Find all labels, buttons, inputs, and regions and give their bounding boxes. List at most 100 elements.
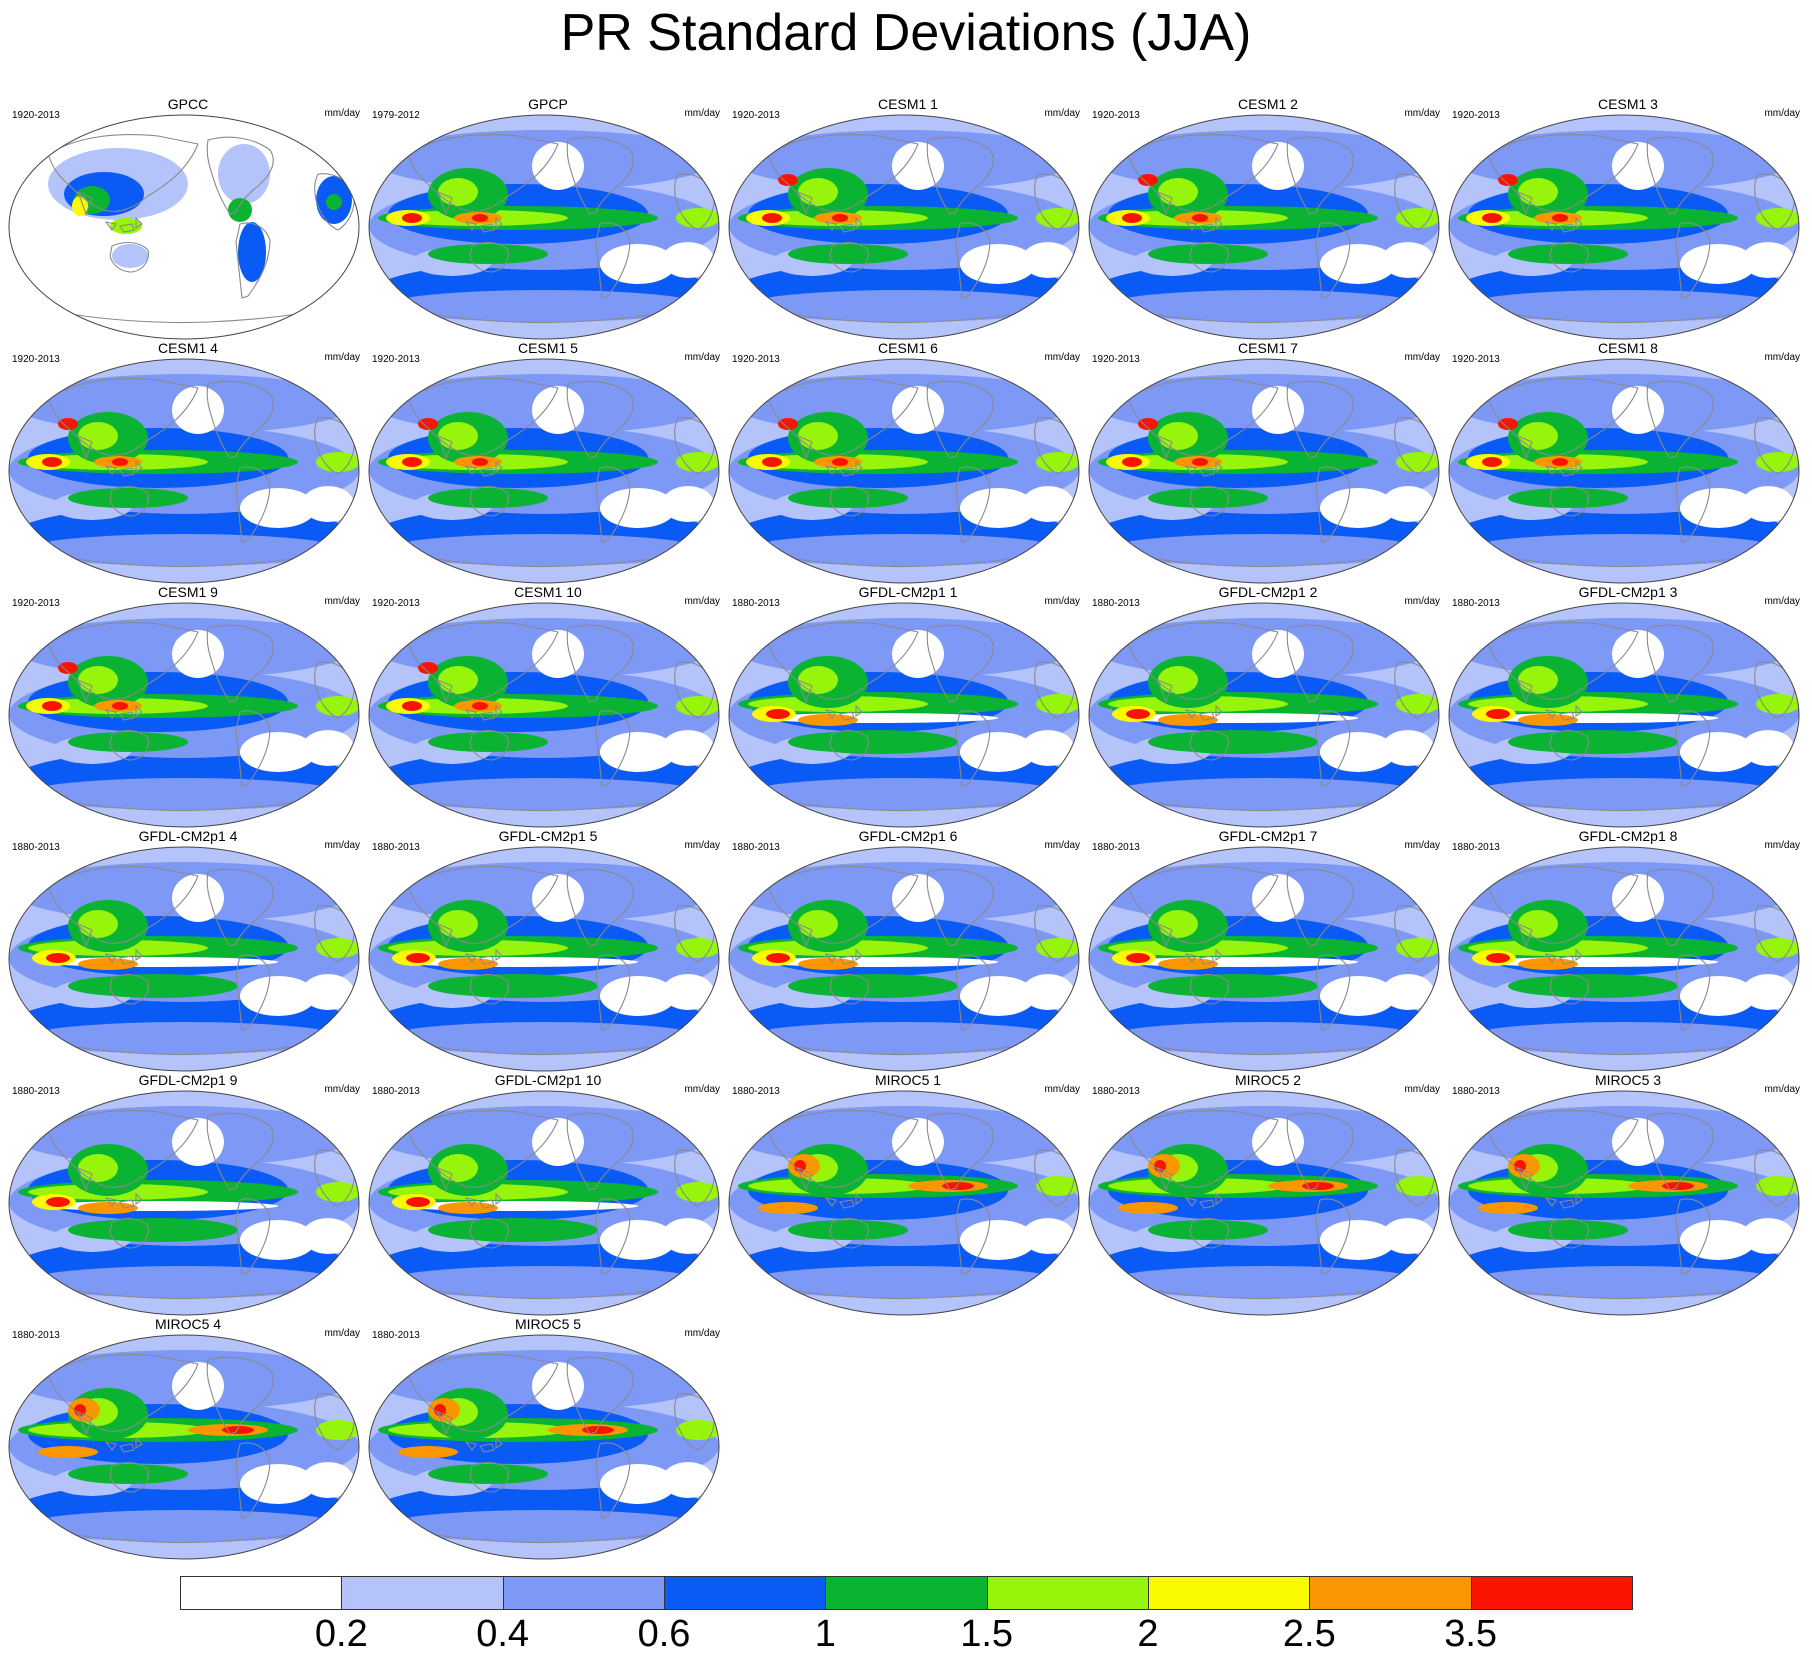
india-coast <box>437 678 453 704</box>
panel-units: mm/day <box>684 840 720 851</box>
indonesia-coast <box>464 1192 503 1209</box>
south-pacific-band <box>788 732 908 752</box>
map-field <box>729 847 1079 1071</box>
indian-monsoon <box>78 422 118 450</box>
panel-title: CESM1 10 <box>514 584 582 600</box>
north-america-coast <box>566 868 634 947</box>
asia-coast <box>47 1110 199 1188</box>
panel-title: CESM1 4 <box>158 340 218 356</box>
world-map <box>728 846 1080 1072</box>
indonesia-coast <box>824 704 863 721</box>
map-panel: CESM1 2 1920-2013 mm/day <box>1088 96 1448 340</box>
map-field <box>1089 359 1439 583</box>
himalaya-peak <box>778 174 798 186</box>
colorbar-label: 2 <box>1137 1613 1159 1655</box>
sahel-precip <box>326 194 342 210</box>
world-map <box>1088 1090 1440 1316</box>
subtropical-dry-atlantic <box>1742 242 1794 278</box>
subtropical-dry-atlantic <box>1022 242 1074 278</box>
world-map <box>8 114 360 340</box>
west-pacific-peak <box>42 701 62 711</box>
south-america-coast <box>595 954 631 1031</box>
southern-ocean-precip <box>1104 778 1424 810</box>
maritime-peak <box>472 214 488 222</box>
west-pacific-peak <box>1126 953 1150 963</box>
australia-coast <box>109 241 149 273</box>
north-america-coast <box>1286 136 1354 215</box>
map-outline <box>368 602 720 828</box>
south-america-precip <box>238 222 266 282</box>
southern-ocean-precip <box>1464 1266 1784 1298</box>
indian-monsoon <box>1518 666 1558 694</box>
map-field <box>729 1091 1079 1315</box>
west-pacific-peak <box>42 457 62 467</box>
atlantic-itcz <box>1036 452 1079 472</box>
panel-title: CESM1 7 <box>1238 340 1298 356</box>
subtropical-dry-east-pacific <box>1680 244 1756 284</box>
panel-title: GFDL-CM2p1 4 <box>138 828 238 844</box>
atlantic-itcz <box>676 696 719 716</box>
south-pacific-band <box>788 1220 908 1240</box>
atlantic-itcz <box>1756 452 1799 472</box>
south-america-coast <box>955 1198 991 1275</box>
indian-monsoon <box>1518 178 1558 206</box>
colorbar-swatch <box>1147 1576 1311 1610</box>
australia-coast <box>109 485 149 517</box>
subtropical-dry-east-pacific <box>240 488 316 528</box>
indonesia-coast <box>104 1436 143 1453</box>
asia-coast <box>47 1354 199 1432</box>
subtropical-dry-east-pacific <box>960 732 1036 772</box>
indonesia-coast <box>824 216 863 233</box>
panel-years: 1880-2013 <box>372 1086 420 1097</box>
south-america-coast <box>235 222 271 299</box>
subtropical-dry-east-pacific <box>600 488 676 528</box>
atlantic-itcz <box>1756 208 1799 228</box>
panel-years: 1920-2013 <box>372 598 420 609</box>
subtropical-dry-north-pacific <box>532 630 584 678</box>
south-pacific-band <box>428 488 548 508</box>
india-coast <box>77 678 93 704</box>
panel-units: mm/day <box>684 596 720 607</box>
world-map <box>728 114 1080 340</box>
south-pacific-band <box>428 732 548 752</box>
australia-coast <box>1549 241 1589 273</box>
map-panel: GFDL-CM2p1 7 1880-2013 mm/day <box>1088 828 1448 1072</box>
map-outline <box>728 1090 1080 1316</box>
world-map <box>368 846 720 1072</box>
south-america-coast <box>595 222 631 299</box>
map-outline <box>1088 846 1440 1072</box>
australia-coast <box>829 241 869 273</box>
southern-ocean-precip <box>384 1266 704 1298</box>
map-field <box>729 603 1079 827</box>
north-america-coast <box>1646 868 1714 947</box>
north-america-coast <box>926 380 994 459</box>
india-coast <box>437 190 453 216</box>
south-pacific-band <box>788 976 908 996</box>
india-coast <box>1517 434 1533 460</box>
map-field <box>9 1335 359 1559</box>
subtropical-dry-east-pacific <box>960 976 1036 1016</box>
subtropical-dry-atlantic <box>1382 486 1434 522</box>
panel-years: 1880-2013 <box>1452 842 1500 853</box>
world-map <box>1088 602 1440 828</box>
north-america-coast <box>206 1356 274 1435</box>
australia-coast <box>1549 1217 1589 1249</box>
india-coast <box>1157 434 1173 460</box>
maritime-peak <box>112 458 128 466</box>
map-field <box>9 1091 359 1315</box>
colorbar-swatch <box>341 1576 504 1610</box>
map-field <box>369 359 719 583</box>
indonesia-coast <box>1184 216 1223 233</box>
himalaya-peak <box>418 662 438 674</box>
indian-monsoon <box>798 910 838 938</box>
south-pacific-band <box>68 976 188 996</box>
south-pacific-band <box>428 976 548 996</box>
indian-monsoon <box>438 422 478 450</box>
india-coast <box>797 1166 813 1192</box>
world-map <box>1088 846 1440 1072</box>
indonesia-coast <box>824 948 863 965</box>
asia-coast <box>1127 1110 1279 1188</box>
south-america-coast <box>235 954 271 1031</box>
map-field <box>1089 603 1439 827</box>
indonesia-coast <box>1184 948 1223 965</box>
